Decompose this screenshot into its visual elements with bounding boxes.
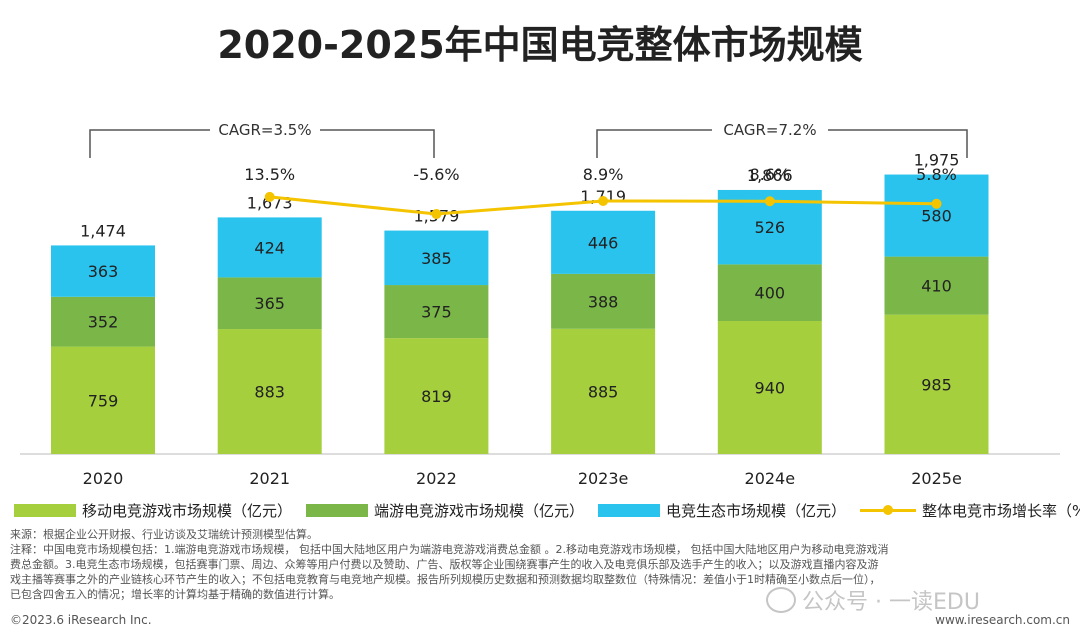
bar-segment-label: 424 (254, 238, 285, 257)
notes: 来源：根据企业公开财报、行业访谈及艾瑞统计预测模型估算。 注释：中国电竞市场规模… (10, 527, 1072, 602)
bar-segment-label: 819 (421, 387, 452, 406)
legend: 移动电竞游戏市场规模（亿元） 端游电竞游戏市场规模（亿元） 电竞生态市场规模（亿… (14, 500, 1080, 521)
cagr-bracket-right: CAGR=7.2% (596, 121, 968, 158)
bar-segment (884, 314, 989, 454)
bar-total-label: 1,866 (747, 166, 793, 185)
bar-segment (551, 210, 656, 274)
bar-segment-label: 375 (421, 303, 452, 322)
note-source: 来源：根据企业公开财报、行业访谈及艾瑞统计预测模型估算。 (10, 528, 318, 541)
bar-segment-label: 883 (254, 383, 285, 402)
growth-point (264, 191, 275, 202)
x-tick-label: 2023e (578, 469, 629, 488)
growth-label: -5.6% (413, 165, 459, 184)
bar-segment-label: 446 (588, 233, 619, 252)
growth-point (431, 209, 442, 220)
bars-group: 7593523631,47420208833654241,67320218193… (51, 151, 989, 488)
legend-item-growth: 整体电竞市场增长率（%） (860, 500, 1080, 521)
growth-point (764, 196, 775, 207)
bar-segment (51, 346, 155, 454)
x-tick-label: 2020 (83, 469, 124, 488)
growth-label: 13.5% (244, 165, 295, 184)
x-tick-label: 2024e (745, 469, 796, 488)
bar-segment-label: 363 (88, 262, 119, 281)
x-tick-label: 2021 (249, 469, 290, 488)
legend-label-mobile: 移动电竞游戏市场规模（亿元） (82, 502, 293, 520)
bar-segment-label: 885 (588, 382, 619, 401)
growth-point (598, 196, 609, 206)
legend-label-pc: 端游电竞游戏市场规模（亿元） (374, 502, 585, 520)
note-line: 注释：中国电竞市场规模包括：1.端游电竞游戏市场规模， 包括中国大陆地区用户为端… (10, 543, 889, 556)
note-line: 费总金额。3.电竞生态市场规模，包括赛事门票、周边、众筹等用户付费以及赞助、广告… (10, 558, 879, 571)
growth-label: 5.8% (916, 165, 957, 184)
legend-label-growth: 整体电竞市场增长率（%） (922, 502, 1080, 520)
bar-segment-label: 388 (588, 292, 619, 311)
bar-segment (384, 285, 489, 339)
website: www.iresearch.com.cn (935, 613, 1070, 627)
bar-segment-label: 580 (921, 207, 952, 226)
legend-swatch-pc (306, 504, 369, 517)
bar-segment (551, 328, 656, 454)
legend-label-eco: 电竞生态市场规模（亿元） (666, 502, 847, 520)
bar-segment (384, 338, 489, 454)
watermark: 公众号 · 一读EDU (766, 584, 980, 616)
note-line: 已包含四舍五入的情况；增长率的计算均基于精确的数值进行计算。 (10, 588, 340, 601)
growth-label: 8.6% (749, 165, 790, 184)
watermark-text: 公众号 · 一读EDU (802, 590, 980, 615)
bar-total-label: 1,474 (80, 221, 126, 240)
bar-segment-label: 352 (88, 313, 119, 332)
bar-segment (717, 264, 822, 321)
bar-segment (717, 320, 822, 454)
bar-segment-label: 365 (254, 294, 285, 313)
bar-segment (884, 256, 989, 315)
legend-swatch-mobile (14, 504, 76, 517)
bar-segment (884, 174, 989, 257)
bar-segment-label: 759 (88, 391, 119, 410)
cagr-bracket-left: CAGR=3.5% (89, 121, 435, 158)
growth-label: 8.9% (583, 165, 624, 184)
bar-segment (551, 273, 656, 329)
x-tick-label: 2025e (911, 469, 962, 488)
bar-segment (217, 329, 322, 454)
note-line: 戏主播等赛事之外的产业链核心环节产生的收入；不包括电竞教育与电竞地产规模。报告所… (10, 573, 881, 586)
bar-segment-label: 526 (755, 218, 786, 237)
legend-swatch-eco (598, 504, 661, 517)
x-tick-label: 2022 (416, 469, 457, 488)
cagr-right-label: CAGR=7.2% (723, 121, 816, 139)
bar-segment (384, 230, 489, 286)
bar-segment-label: 940 (755, 378, 786, 397)
bar-segment (217, 277, 322, 330)
legend-item-eco: 电竞生态市场规模（亿元） (598, 500, 846, 521)
legend-swatch-growth (860, 504, 917, 517)
cagr-left-label: CAGR=3.5% (218, 121, 311, 139)
growth-point (931, 198, 942, 209)
copyright: ©2023.6 iResearch Inc. (10, 613, 152, 627)
bar-segment-label: 385 (421, 249, 452, 268)
bar-segment-label: 400 (755, 284, 786, 303)
chart-area: CAGR=3.5% CAGR=7.2% 759 352 363 1,474 2020 88… (20, 121, 1060, 488)
bar-segment (51, 296, 155, 347)
legend-item-mobile: 移动电竞游戏市场规模（亿元） (14, 500, 292, 521)
bar-total-label: 1,975 (914, 151, 960, 170)
bar-segment (217, 217, 322, 278)
growth-line-group: 13.5% -5.6% 8.9% 8.6% 5.8% (244, 165, 957, 220)
bar-segment (51, 245, 155, 297)
bar-segment-label: 985 (921, 375, 952, 394)
chart-title: 2020-2025年中国电竞整体市场规模 (217, 23, 863, 67)
bar-segment-label: 410 (921, 277, 952, 296)
legend-item-pc: 端游电竞游戏市场规模（亿元） (306, 500, 584, 521)
wechat-icon (766, 587, 796, 613)
